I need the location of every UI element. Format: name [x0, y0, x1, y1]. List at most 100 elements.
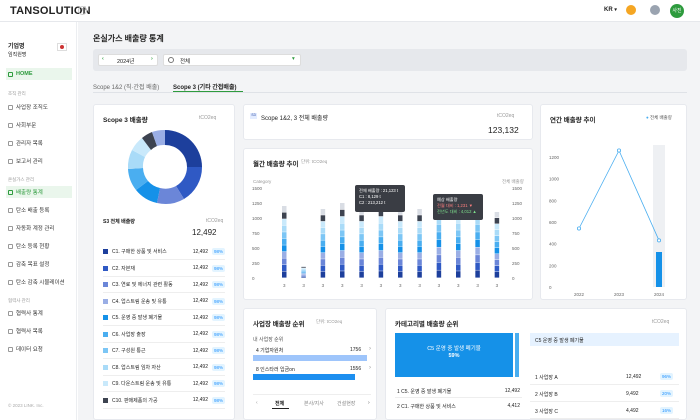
bar-segment[interactable] — [282, 206, 287, 213]
bar-segment[interactable] — [456, 257, 461, 264]
bar-segment[interactable] — [282, 264, 287, 272]
bar-segment[interactable] — [417, 221, 422, 228]
sidebar-item-admins[interactable]: 관리자 목록 — [6, 137, 72, 149]
bar-segment[interactable] — [301, 274, 306, 276]
bar-segment[interactable] — [301, 270, 306, 272]
bar-segment[interactable] — [320, 221, 326, 228]
tab-prev[interactable]: ‹ — [256, 400, 258, 406]
sidebar-item-simulation[interactable]: 탄소 감축 시뮬레이션 — [6, 276, 72, 288]
bar-segment[interactable] — [378, 271, 384, 278]
bar-segment[interactable] — [475, 270, 480, 278]
bar-segment[interactable] — [494, 224, 500, 230]
bar-segment[interactable] — [398, 259, 403, 266]
bar-segment[interactable] — [494, 230, 500, 236]
bar-segment[interactable] — [494, 260, 500, 266]
bar-segment[interactable] — [359, 246, 364, 253]
site-search-select[interactable]: 전체 ▾ — [163, 54, 301, 66]
bar-segment[interactable] — [378, 257, 384, 264]
bar-segment[interactable] — [282, 225, 287, 232]
prev-year-button[interactable]: ‹ — [102, 56, 104, 62]
bar-segment[interactable] — [398, 240, 403, 247]
language-select[interactable]: KR ▾ — [604, 7, 617, 13]
bar-segment[interactable] — [359, 240, 364, 247]
bar-segment[interactable] — [320, 240, 326, 247]
bar-segment[interactable] — [282, 271, 287, 278]
bar-segment[interactable] — [378, 264, 384, 271]
data-point[interactable] — [577, 226, 582, 231]
bar-segment[interactable] — [494, 218, 500, 224]
app-logo[interactable]: TANSOLUTION — [10, 5, 91, 17]
bar-segment[interactable] — [494, 236, 500, 242]
bar-segment[interactable] — [359, 215, 364, 222]
chevron-right-icon[interactable]: › — [369, 346, 371, 352]
scope3-legend-row[interactable]: C3. 연료 및 에너지 관련 활동 12,492 98% — [103, 277, 225, 293]
bar-segment[interactable] — [340, 203, 345, 210]
bar-segment[interactable] — [494, 242, 500, 248]
bar-segment[interactable] — [359, 234, 364, 240]
collapse-sidebar-button[interactable]: ‹ — [78, 6, 87, 15]
tab-all[interactable]: 전체 — [275, 401, 285, 407]
chevron-right-icon[interactable]: › — [369, 365, 371, 371]
site-share-row[interactable]: 3 사업장 C 4,492 16% — [530, 403, 679, 419]
bar-segment[interactable] — [359, 259, 364, 266]
scope3-legend-row[interactable]: C9. 다운스트림 운송 및 유통 12,492 98% — [103, 376, 225, 392]
tab-branch[interactable]: 본사/지사 — [304, 401, 324, 407]
bar-segment[interactable] — [417, 209, 422, 215]
bar-segment[interactable] — [417, 240, 422, 247]
tab-next[interactable]: › — [368, 400, 370, 406]
bar-segment[interactable] — [320, 252, 326, 259]
bar-segment[interactable] — [417, 227, 422, 234]
bar-segment[interactable] — [378, 223, 384, 230]
bar-segment[interactable] — [475, 262, 480, 270]
bar-segment[interactable] — [340, 223, 345, 230]
bar-segment[interactable] — [359, 227, 364, 234]
sidebar-item-emission-stats[interactable]: 배출량 통계 — [6, 186, 72, 198]
bar-segment[interactable] — [320, 209, 326, 215]
scope3-legend-row[interactable]: C4. 업스트림 운송 및 유통 12,492 98% — [103, 294, 225, 310]
bar-segment[interactable] — [398, 234, 403, 240]
bar-segment[interactable] — [436, 216, 442, 225]
bar-segment[interactable] — [417, 259, 422, 266]
forecast-bar[interactable] — [656, 252, 662, 287]
bar-segment[interactable] — [475, 232, 480, 240]
scope3-legend-row[interactable]: C2. 자본재 12,492 98% — [103, 261, 225, 277]
bar-segment[interactable] — [456, 230, 461, 237]
bar-segment[interactable] — [340, 216, 345, 224]
bar-segment[interactable] — [475, 216, 480, 225]
bar-segment[interactable] — [282, 219, 287, 226]
bar-segment[interactable] — [378, 209, 384, 217]
bar-segment[interactable] — [301, 273, 306, 275]
bar-segment[interactable] — [301, 266, 306, 267]
scope3-legend-row[interactable]: C5. 운영 중 발생 폐기물 12,492 98% — [103, 310, 225, 326]
bar-segment[interactable] — [456, 264, 461, 271]
bar-segment[interactable] — [301, 275, 306, 277]
bar-segment[interactable] — [494, 248, 500, 254]
bar-segment[interactable] — [398, 215, 403, 222]
bar-segment[interactable] — [320, 246, 326, 253]
bar-segment[interactable] — [301, 272, 306, 274]
bar-segment[interactable] — [378, 250, 384, 258]
bar-segment[interactable] — [417, 246, 422, 253]
bar-segment[interactable] — [417, 252, 422, 259]
bar-segment[interactable] — [282, 245, 287, 252]
sidebar-item-partner-list[interactable]: 협력사 목록 — [6, 325, 72, 337]
bar-segment[interactable] — [475, 247, 480, 255]
tab-scope12[interactable]: Scope 1&2 (직·간접 배출) — [93, 85, 160, 91]
bar-segment[interactable] — [494, 272, 500, 278]
bar-segment[interactable] — [475, 224, 480, 232]
bar-segment[interactable] — [282, 232, 287, 239]
bar-segment[interactable] — [378, 243, 384, 251]
scope3-legend-row[interactable]: C7. 구성원 통근 12,492 98% — [103, 343, 225, 359]
bar-segment[interactable] — [436, 239, 442, 248]
bar-segment[interactable] — [320, 234, 326, 240]
bar-segment[interactable] — [398, 227, 403, 234]
data-point[interactable] — [657, 238, 662, 243]
bar-segment[interactable] — [320, 271, 326, 278]
bar-segment[interactable] — [456, 250, 461, 258]
bar-segment[interactable] — [475, 255, 480, 263]
bar-segment[interactable] — [301, 267, 306, 268]
bar-segment[interactable] — [417, 271, 422, 278]
sidebar-item-register-status[interactable]: 탄소 등록 현황 — [6, 240, 72, 252]
site-share-row[interactable]: 2 사업장 B 9,492 20% — [530, 386, 679, 402]
bar-segment[interactable] — [320, 215, 326, 222]
